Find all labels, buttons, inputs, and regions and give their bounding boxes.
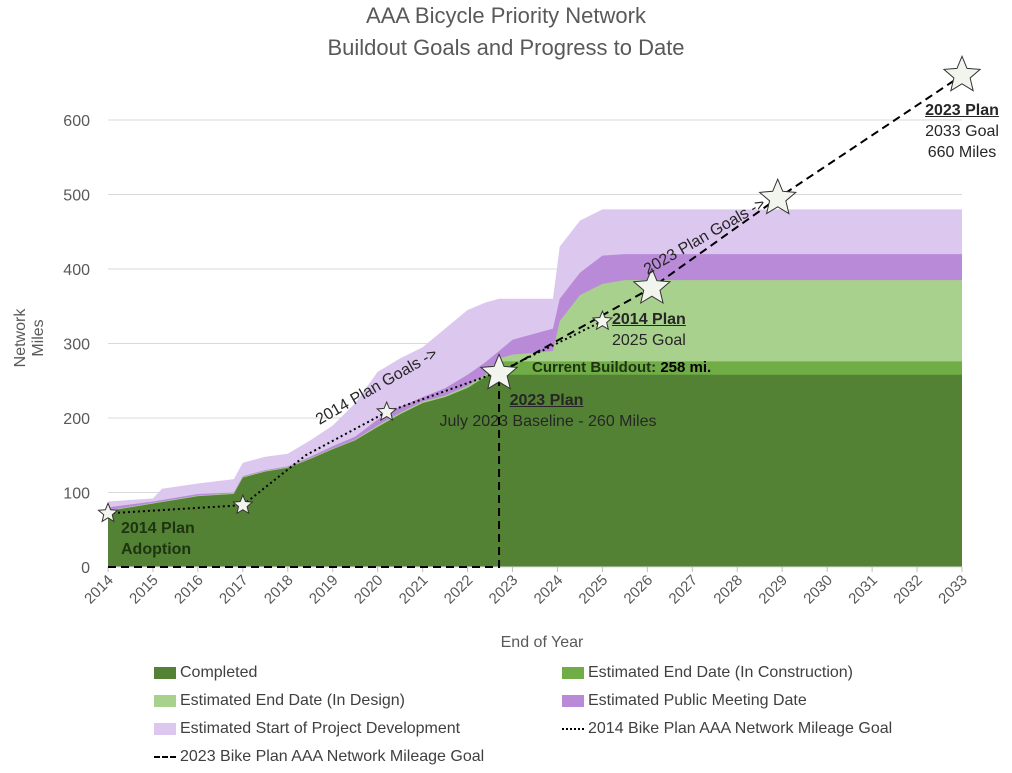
legend-swatch: [154, 695, 176, 707]
goal2033-text: 2033 Goal: [925, 123, 999, 140]
legend-2014-goal: 2014 Bike Plan AAA Network Mileage Goal: [562, 720, 892, 738]
y-axis-label: Network Miles: [12, 308, 47, 368]
annotation-baseline: 2023 Plan July 2023 Baseline - 260 Miles: [433, 390, 663, 432]
legend-dotted-line: [562, 728, 584, 730]
legend-meeting: Estimated Public Meeting Date: [562, 692, 807, 710]
x-tick-label: 2029: [755, 572, 791, 608]
x-tick-label: 2027: [666, 572, 702, 608]
y-tick-label: 600: [63, 113, 90, 130]
goal2025-text: 2025 Goal: [612, 332, 686, 349]
legend-design: Estimated End Date (In Design): [154, 692, 405, 710]
x-tick-label: 2030: [800, 572, 836, 608]
annotation-current-buildout: Current Buildout: 258 mi.: [532, 357, 711, 378]
legend-swatch: [154, 667, 176, 679]
y-tick-label: 200: [63, 411, 90, 428]
area-completed: [108, 374, 962, 567]
baseline-text: July 2023 Baseline - 260 Miles: [439, 413, 657, 430]
x-tick-label: 2015: [126, 572, 162, 608]
legend-swatch: [562, 695, 584, 707]
star-icon: [97, 502, 119, 523]
annotation-2033-goal: 2023 Plan 2033 Goal 660 Miles: [920, 100, 1004, 163]
legend-dashed-line: [154, 756, 176, 758]
title-line-1: AAA Bicycle Priority Network: [366, 3, 646, 28]
y-tick-label: 0: [81, 560, 90, 577]
x-tick-label: 2019: [306, 572, 342, 608]
x-tick-label: 2033: [935, 572, 971, 608]
legend-construction: Estimated End Date (In Construction): [562, 664, 853, 682]
x-tick-label: 2021: [396, 572, 432, 608]
y-tick-label: 300: [63, 337, 90, 354]
x-tick-label: 2026: [621, 572, 657, 608]
star-icon: [232, 493, 254, 515]
star-icon: [479, 352, 519, 390]
x-tick-label: 2024: [531, 572, 567, 608]
star-icon: [375, 400, 398, 422]
x-tick-label: 2032: [890, 572, 926, 608]
x-axis-label: End of Year: [500, 634, 584, 651]
star-icon: [942, 54, 982, 92]
x-tick-label: 2028: [710, 572, 746, 608]
y-tick-label: 500: [63, 188, 90, 205]
x-tick-label: 2031: [845, 572, 881, 608]
annotation-2025-goal: 2014 Plan 2025 Goal: [612, 309, 686, 351]
legend-start: Estimated Start of Project Development: [154, 720, 460, 738]
goal2033-miles: 660 Miles: [927, 144, 997, 161]
legend-label: 2023 Bike Plan AAA Network Mileage Goal: [180, 748, 485, 765]
goal2033-head: 2023 Plan: [925, 102, 999, 119]
legend-label: Estimated Public Meeting Date: [588, 692, 807, 709]
x-tick-label: 2025: [576, 572, 612, 608]
star-icon: [758, 177, 798, 215]
legend-label: Estimated Start of Project Development: [180, 720, 461, 737]
adoption-line-1: 2014 Plan: [121, 520, 195, 537]
x-tick-label: 2018: [261, 572, 297, 608]
legend-swatch: [154, 723, 176, 735]
legend-2023-goal: 2023 Bike Plan AAA Network Mileage Goal: [154, 748, 484, 766]
y-tick-label: 100: [63, 486, 90, 503]
x-tick-label: 2022: [441, 572, 477, 608]
legend-label: Estimated End Date (In Design): [180, 692, 405, 709]
current-label: Current Buildout:: [532, 359, 657, 376]
annotation-adoption: 2014 Plan Adoption: [121, 518, 195, 560]
x-tick-label: 2020: [351, 572, 387, 608]
y-tick-label: 400: [63, 262, 90, 279]
adoption-line-2: Adoption: [121, 541, 192, 558]
legend-label: 2014 Bike Plan AAA Network Mileage Goal: [588, 720, 893, 737]
legend-completed: Completed: [154, 664, 257, 682]
title-line-2: Buildout Goals and Progress to Date: [327, 35, 685, 60]
star-icon: [591, 309, 614, 331]
chart-title: AAA Bicycle Priority Network Buildout Go…: [0, 0, 1012, 64]
x-tick-label: 2017: [216, 572, 252, 608]
legend-label: Estimated End Date (In Construction): [588, 664, 854, 681]
x-tick-label: 2016: [171, 572, 207, 608]
x-tick-label: 2023: [486, 572, 522, 608]
legend-label: Completed: [180, 664, 258, 681]
legend-swatch: [562, 667, 584, 679]
goal-line-2023: [108, 74, 963, 568]
x-tick-label: 2014: [81, 572, 117, 608]
current-value: 258 mi.: [660, 359, 712, 376]
star-icon: [632, 267, 672, 305]
baseline-head: 2023 Plan: [509, 392, 584, 409]
goal2025-head: 2014 Plan: [612, 311, 686, 328]
